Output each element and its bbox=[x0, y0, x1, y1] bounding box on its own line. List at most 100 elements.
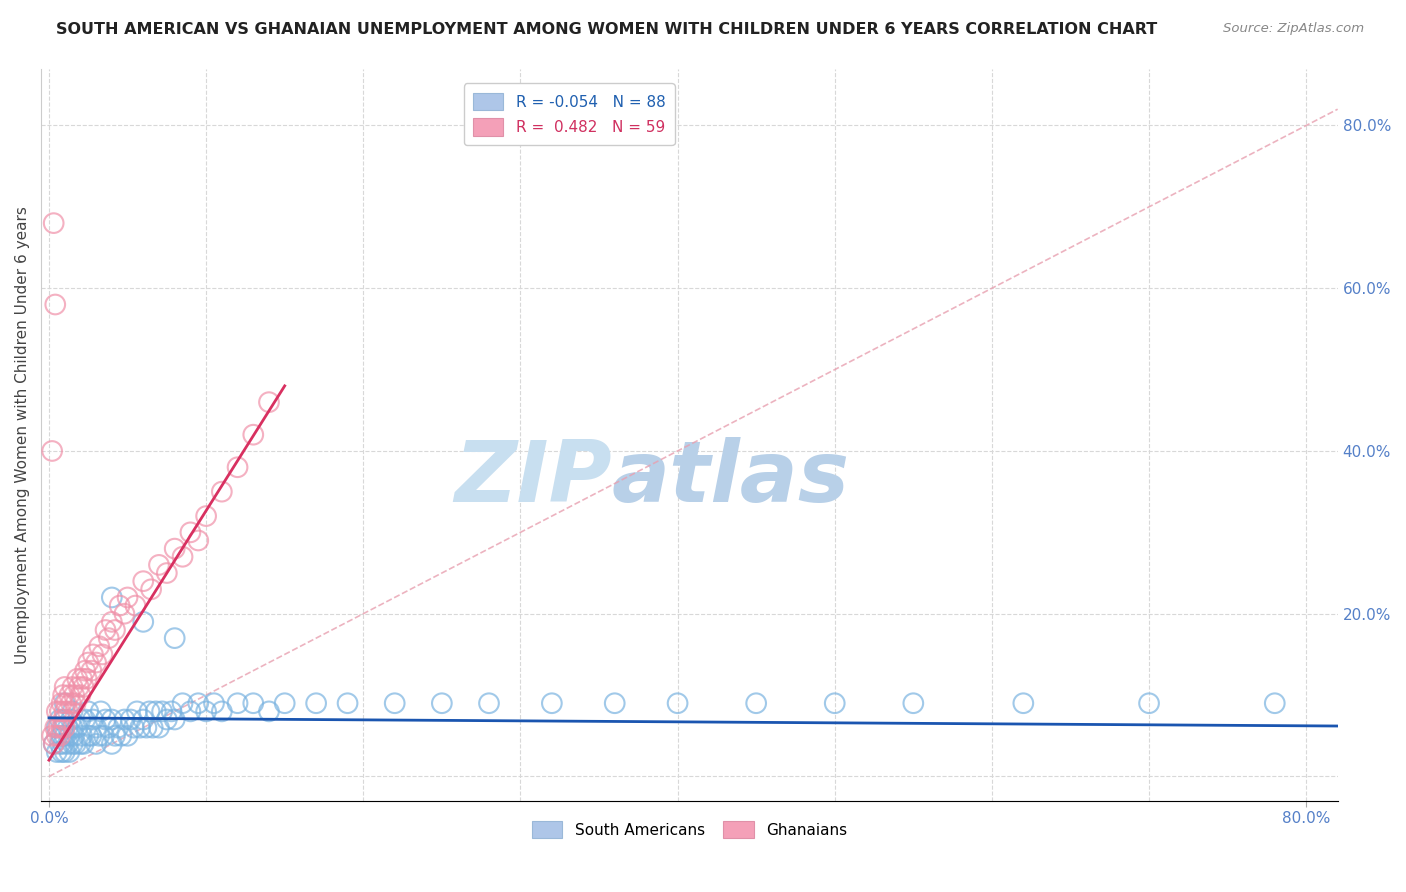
Point bbox=[62, 704, 84, 718]
Point bbox=[49, 729, 72, 743]
Point bbox=[76, 672, 98, 686]
Point bbox=[138, 704, 160, 718]
Point bbox=[56, 737, 79, 751]
Legend: South Americans, Ghanaians: South Americans, Ghanaians bbox=[526, 814, 853, 845]
Point bbox=[62, 680, 84, 694]
Point bbox=[211, 704, 233, 718]
Point bbox=[163, 713, 186, 727]
Point bbox=[82, 648, 104, 662]
Point bbox=[129, 721, 152, 735]
Point bbox=[172, 549, 194, 564]
Point bbox=[112, 713, 135, 727]
Point bbox=[666, 696, 689, 710]
Point bbox=[77, 656, 100, 670]
Point bbox=[110, 729, 132, 743]
Point bbox=[257, 395, 280, 409]
Point bbox=[45, 721, 67, 735]
Point bbox=[63, 688, 86, 702]
Point bbox=[59, 696, 82, 710]
Point bbox=[156, 566, 179, 580]
Point bbox=[101, 737, 124, 751]
Point bbox=[541, 696, 564, 710]
Point bbox=[125, 704, 148, 718]
Point bbox=[77, 704, 100, 718]
Point bbox=[163, 541, 186, 556]
Point bbox=[75, 664, 97, 678]
Point bbox=[179, 704, 201, 718]
Point bbox=[172, 696, 194, 710]
Text: atlas: atlas bbox=[612, 437, 849, 520]
Text: Source: ZipAtlas.com: Source: ZipAtlas.com bbox=[1223, 22, 1364, 36]
Point bbox=[384, 696, 406, 710]
Point bbox=[120, 713, 142, 727]
Point bbox=[257, 704, 280, 718]
Point bbox=[58, 688, 80, 702]
Text: ZIP: ZIP bbox=[454, 437, 612, 520]
Point bbox=[211, 484, 233, 499]
Point bbox=[63, 729, 86, 743]
Point bbox=[53, 680, 76, 694]
Point bbox=[603, 696, 626, 710]
Point bbox=[1012, 696, 1035, 710]
Point bbox=[69, 737, 91, 751]
Point bbox=[903, 696, 925, 710]
Point bbox=[89, 729, 111, 743]
Point bbox=[94, 713, 117, 727]
Point bbox=[430, 696, 453, 710]
Point bbox=[53, 696, 76, 710]
Point bbox=[195, 704, 218, 718]
Point bbox=[145, 704, 167, 718]
Point bbox=[67, 680, 90, 694]
Point bbox=[107, 721, 129, 735]
Point bbox=[132, 574, 155, 589]
Point bbox=[75, 713, 97, 727]
Point bbox=[139, 582, 162, 597]
Point bbox=[195, 509, 218, 524]
Point bbox=[42, 216, 65, 230]
Point bbox=[156, 713, 179, 727]
Point bbox=[53, 729, 76, 743]
Point bbox=[1137, 696, 1160, 710]
Point bbox=[187, 696, 209, 710]
Point bbox=[42, 737, 65, 751]
Y-axis label: Unemployment Among Women with Children Under 6 years: Unemployment Among Women with Children U… bbox=[15, 206, 30, 664]
Point bbox=[69, 713, 91, 727]
Point bbox=[51, 721, 73, 735]
Point bbox=[41, 444, 63, 458]
Point bbox=[53, 721, 76, 735]
Point bbox=[44, 721, 66, 735]
Point bbox=[65, 696, 87, 710]
Point bbox=[58, 745, 80, 759]
Point bbox=[44, 297, 66, 311]
Point bbox=[66, 672, 89, 686]
Point bbox=[65, 737, 87, 751]
Point bbox=[42, 737, 65, 751]
Point bbox=[49, 704, 72, 718]
Point bbox=[132, 615, 155, 629]
Point bbox=[97, 721, 120, 735]
Point bbox=[148, 558, 170, 572]
Point bbox=[49, 737, 72, 751]
Point bbox=[48, 721, 70, 735]
Point bbox=[108, 599, 131, 613]
Point bbox=[104, 623, 127, 637]
Point bbox=[70, 729, 93, 743]
Point bbox=[226, 460, 249, 475]
Point bbox=[55, 696, 77, 710]
Point bbox=[94, 623, 117, 637]
Point bbox=[242, 696, 264, 710]
Point bbox=[117, 591, 139, 605]
Point bbox=[745, 696, 768, 710]
Point bbox=[112, 607, 135, 621]
Point bbox=[305, 696, 328, 710]
Point bbox=[93, 729, 115, 743]
Point bbox=[478, 696, 501, 710]
Point bbox=[56, 721, 79, 735]
Point bbox=[132, 713, 155, 727]
Point bbox=[150, 704, 173, 718]
Point bbox=[824, 696, 846, 710]
Point bbox=[163, 631, 186, 645]
Point bbox=[53, 704, 76, 718]
Point bbox=[53, 745, 76, 759]
Point bbox=[135, 721, 157, 735]
